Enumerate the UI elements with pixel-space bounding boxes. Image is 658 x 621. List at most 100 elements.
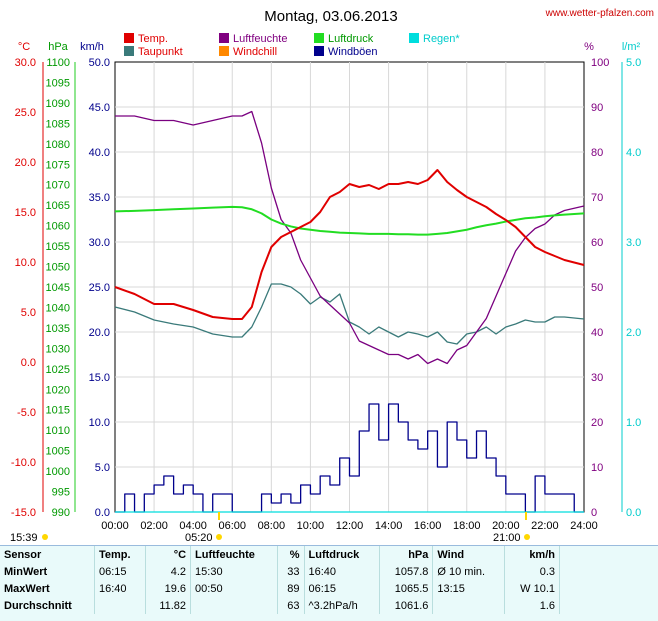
stats-row-max: MaxWert 16:40 19.6 00:50 89 06:15 1065.5… — [0, 580, 561, 597]
time-tick-label: 18:00 — [453, 520, 481, 532]
legend-label-temp: Temp. — [138, 33, 168, 45]
pressure-tick-label: 1045 — [46, 282, 70, 294]
cell-time — [190, 597, 278, 614]
unit-label-humidity: % — [584, 41, 594, 53]
pressure-tick-label: 1005 — [46, 446, 70, 458]
sunrise-icon — [216, 534, 222, 540]
wind-tick-label: 50.0 — [89, 57, 110, 69]
cell-time: Ø 10 min. — [432, 563, 505, 580]
legend-swatch-windchill — [219, 46, 229, 56]
time-tick-label: 14:00 — [375, 520, 403, 532]
pressure-tick-label: 1085 — [46, 118, 70, 130]
header-humidity: Luftfeuchte — [190, 546, 278, 563]
pressure-tick-label: 1100 — [46, 57, 70, 69]
rain-tick-label: 4.0 — [626, 147, 641, 159]
cell-value: 1061.6 — [379, 597, 434, 614]
header-sensor: Sensor — [0, 546, 95, 563]
unit-label-wind: km/h — [80, 41, 104, 53]
time-tick-label: 12:00 — [336, 520, 364, 532]
time-tick-label: 20:00 — [492, 520, 520, 532]
wind-tick-label: 15.0 — [89, 372, 110, 384]
humidity-tick-label: 40 — [591, 327, 603, 339]
cell-value: 1.6 — [504, 597, 561, 614]
pressure-tick-label: 1055 — [46, 241, 70, 253]
humidity-tick-label: 80 — [591, 147, 603, 159]
rain-tick-label: 0.0 — [626, 507, 641, 519]
humidity-tick-label: 0 — [591, 507, 597, 519]
humidity-tick-label: 30 — [591, 372, 603, 384]
temp-tick-label: -10.0 — [11, 457, 36, 469]
wind-tick-label: 10.0 — [89, 417, 110, 429]
humidity-tick-label: 50 — [591, 282, 603, 294]
header-pressure: Luftdruck — [304, 546, 380, 563]
legend-label-humidity: Luftfeuchte — [233, 33, 287, 45]
time-tick-label: 24:00 — [570, 520, 598, 532]
pressure-tick-label: 1075 — [46, 159, 70, 171]
time-tick-label: 04:00 — [179, 520, 207, 532]
pressure-tick-label: 995 — [52, 487, 70, 499]
legend-swatch-pressure — [314, 33, 324, 43]
humidity-tick-label: 10 — [591, 462, 603, 474]
cell-time: 16:40 — [304, 563, 380, 580]
wind-tick-label: 20.0 — [89, 327, 110, 339]
unit-label-pressure: hPa — [48, 41, 68, 53]
row-label: Durchschnitt — [0, 597, 95, 614]
stats-header-row: Sensor Temp. °C Luftfeuchte % Luftdruck … — [0, 546, 561, 563]
wind-tick-label: 40.0 — [89, 147, 110, 159]
time-tick-label: 00:00 — [101, 520, 129, 532]
cell-time: 06:15 — [304, 580, 380, 597]
dewpoint-line — [114, 283, 585, 345]
wind-tick-label: 35.0 — [89, 192, 110, 204]
pressure-tick-label: 1000 — [46, 466, 70, 478]
pressure-tick-label: 1050 — [46, 262, 70, 274]
header-pressure-unit: hPa — [379, 546, 434, 563]
time-tick-label: 08:00 — [258, 520, 286, 532]
header-temp: Temp. — [94, 546, 147, 563]
time-tick-label: 02:00 — [140, 520, 168, 532]
source-link[interactable]: www.wetter-pfalzen.com — [545, 8, 654, 19]
cell-value: 11.82 — [145, 597, 192, 614]
cell-time: 16:40 — [94, 580, 147, 597]
header-temp-unit: °C — [145, 546, 192, 563]
temp-tick-label: -15.0 — [11, 507, 36, 519]
row-label: MinWert — [0, 563, 95, 580]
humidity-tick-label: 20 — [591, 417, 603, 429]
rain-tick-label: 3.0 — [626, 237, 641, 249]
humidity-tick-label: 70 — [591, 192, 603, 204]
legend-swatch-temp — [124, 33, 134, 43]
time-tick-label: 06:00 — [218, 520, 246, 532]
legend-swatch-rain — [409, 33, 419, 43]
header-wind-unit: km/h — [504, 546, 561, 563]
legend-swatch-humidity — [219, 33, 229, 43]
cell-time: 13:15 — [432, 580, 505, 597]
pressure-tick-label: 1070 — [46, 180, 70, 192]
temp-tick-label: -5.0 — [17, 407, 36, 419]
temp-tick-label: 5.0 — [21, 307, 36, 319]
legend-label-windchill: Windchill — [233, 46, 277, 58]
cell-value: 1065.5 — [379, 580, 434, 597]
sunrise-time: 05:20 — [185, 532, 213, 544]
temp-line — [114, 169, 585, 320]
moonrise-time: 15:39 — [10, 532, 38, 544]
grid — [115, 62, 584, 512]
stats-table: Sensor Temp. °C Luftfeuchte % Luftdruck … — [0, 546, 561, 614]
pressure-tick-label: 1040 — [46, 302, 70, 314]
cell-time: ^3.2hPa/h — [304, 597, 380, 614]
cell-value: 4.2 — [145, 563, 192, 580]
legend-swatch-dewpoint — [124, 46, 134, 56]
pressure-tick-label: 1010 — [46, 425, 70, 437]
pressure-tick-label: 1095 — [46, 77, 70, 89]
cell-value: W 10.1 — [504, 580, 561, 597]
header-humidity-unit: % — [277, 546, 305, 563]
wind-tick-label: 25.0 — [89, 282, 110, 294]
unit-label-rain: l/m² — [622, 41, 641, 53]
rain-tick-label: 1.0 — [626, 417, 641, 429]
wind-tick-label: 45.0 — [89, 102, 110, 114]
wind-tick-label: 30.0 — [89, 237, 110, 249]
cell-time — [432, 597, 505, 614]
wind-tick-label: 0.0 — [95, 507, 110, 519]
pressure-tick-label: 1080 — [46, 139, 70, 151]
legend-swatch-gust — [314, 46, 324, 56]
cell-value: 63 — [277, 597, 305, 614]
pressure-tick-label: 1090 — [46, 98, 70, 110]
